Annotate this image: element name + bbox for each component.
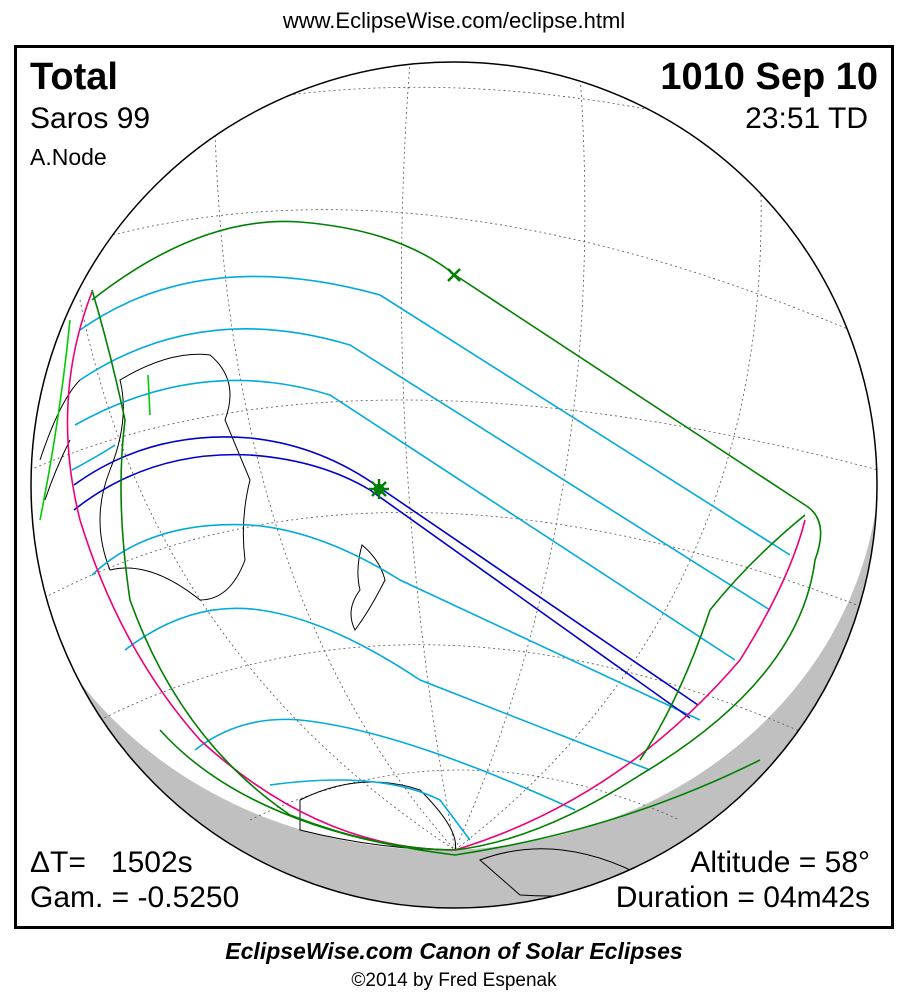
node: A.Node: [30, 144, 107, 170]
saros-number: Saros 99: [30, 102, 151, 135]
greatest-eclipse-marker-icon: [447, 268, 461, 282]
eclipse-type: Total: [30, 56, 118, 98]
altitude: Altitude = 58°: [690, 846, 870, 879]
limit-line-small: [147, 374, 151, 416]
delta-t: ΔT= 1502s: [30, 846, 193, 879]
rise-set-curve: [66, 291, 806, 851]
globe-outline: [30, 61, 878, 909]
url-header: www.EclipseWise.com/eclipse.html: [282, 8, 626, 33]
penumbral-limits: [91, 220, 822, 856]
canon-title: EclipseWise.com Canon of Solar Eclipses: [225, 938, 683, 964]
magnitude-lines: [71, 275, 791, 841]
copyright: ©2014 by Fred Espenak: [351, 970, 557, 991]
eclipse-time: 23:51 TD: [745, 102, 868, 135]
gamma: Gam. = -0.5250: [30, 881, 240, 914]
day-side: [31, 62, 877, 850]
limit-line-ne: [829, 239, 871, 301]
limit-line-west: [39, 319, 71, 521]
duration: Duration = 04m42s: [615, 881, 870, 914]
map-frame: [14, 45, 894, 929]
eclipse-date: 1010 Sep 10: [660, 56, 878, 98]
greatest-duration-star-icon: [369, 479, 389, 499]
